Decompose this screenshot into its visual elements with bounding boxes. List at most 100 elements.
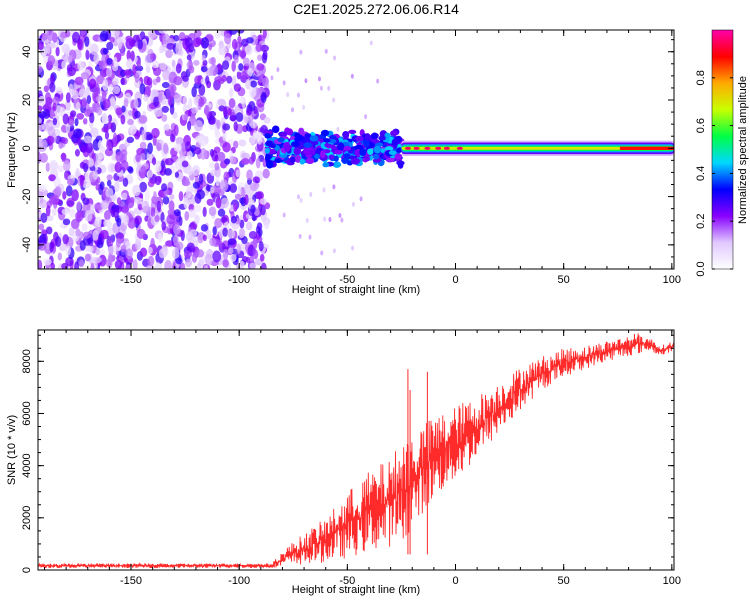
spectrogram-cell — [181, 160, 189, 168]
spectrogram-cell — [364, 155, 370, 162]
spectrogram-cell — [234, 193, 242, 200]
spectrogram-cell — [114, 259, 123, 269]
spectrogram-cell — [132, 184, 141, 197]
spectrogram-cell — [146, 169, 154, 178]
spectrogram-cell — [186, 150, 193, 160]
spectrogram-cell — [245, 108, 252, 116]
spectrogram-cell — [198, 97, 205, 108]
spectrogram-cell — [456, 146, 463, 150]
spectrogram-cell — [134, 215, 142, 225]
spectrogram-cell — [185, 141, 192, 152]
spectrogram-cells — [38, 30, 674, 269]
spectrogram-cell — [337, 137, 344, 142]
spectrogram-cell — [311, 140, 319, 146]
spectrogram-cell — [143, 94, 149, 102]
spectrogram-cell — [220, 197, 230, 209]
spectrogram-cell — [259, 253, 265, 262]
x-tick-label: -50 — [339, 575, 355, 587]
spectrogram-cell — [174, 158, 183, 171]
spectrogram-cell — [252, 238, 258, 249]
spectrogram-cell — [173, 224, 181, 235]
spectrogram-cell — [373, 145, 382, 154]
spectrogram-cell — [136, 228, 146, 239]
spectrogram-cell — [68, 227, 75, 237]
spectrogram-cell — [332, 97, 336, 103]
spectrogram-cell — [197, 236, 204, 244]
spectrogram-cell — [68, 54, 73, 63]
spectrogram-cell — [193, 204, 202, 213]
spectrogram-cell — [151, 127, 160, 139]
spectrogram-cell — [46, 42, 51, 55]
spectrogram-cell — [247, 67, 253, 77]
spectrogram-cell — [239, 96, 245, 105]
spectrogram-cell — [188, 42, 194, 53]
spectrogram-cell — [102, 98, 111, 109]
spectrogram-cell — [146, 151, 153, 163]
spectrogram-cell — [186, 242, 195, 253]
spectrogram-cell — [262, 30, 267, 39]
spectrogram-cell — [233, 140, 239, 149]
spectrogram-cell — [135, 153, 141, 163]
spectrogram-cell — [186, 54, 192, 61]
spectrogram-cell — [127, 166, 134, 174]
x-tick-label: 100 — [663, 575, 681, 587]
spectrogram-cell — [113, 56, 118, 68]
spectrogram-cell — [102, 90, 107, 101]
spectrogram-cell — [61, 43, 70, 54]
colorbar: 0.0 0.2 0.4 0.6 0.8 Normalized spectral ampl… — [695, 29, 749, 277]
x-tick-label: 50 — [558, 274, 570, 286]
spectrogram-cell — [188, 65, 195, 74]
spectrogram-cell — [222, 258, 229, 268]
spectrogram-cell — [78, 88, 87, 99]
spectrogram-cell — [94, 216, 102, 228]
y-tick-label: 0 — [21, 145, 33, 151]
spectrogram-cell — [134, 65, 144, 72]
spectrogram-cell — [181, 179, 191, 187]
spectrogram-cell — [122, 214, 129, 226]
spectrogram-frame — [37, 29, 675, 270]
spectrogram-cell — [150, 237, 155, 250]
spectrogram-cell — [123, 98, 129, 108]
spectrogram-cell — [128, 125, 137, 135]
spectrogram-cell — [183, 250, 193, 258]
spectrogram-cell — [385, 157, 395, 163]
spectrogram-cell — [216, 119, 221, 130]
spectrogram-cell — [52, 117, 58, 126]
spectrogram-cell — [112, 77, 119, 86]
spectrogram-cell — [169, 133, 175, 143]
spectrogram-cell — [110, 96, 116, 107]
spectrogram-cell — [81, 97, 87, 109]
spectrogram-cell — [84, 209, 93, 222]
spectrogram-cell — [212, 183, 222, 195]
colorbar-label: Normalized spectral amplitude — [737, 76, 749, 224]
spectrogram-cell — [158, 30, 168, 34]
spectrogram-cell — [93, 53, 100, 65]
colorbar-tick-label: 0.2 — [695, 214, 707, 229]
spectrogram-cell — [223, 106, 228, 118]
spectrogram-cell — [248, 85, 257, 98]
spectrogram-cell — [92, 229, 99, 241]
spectrogram-cell — [126, 58, 133, 69]
spectrogram-cell — [77, 136, 82, 146]
spectrogram-cell — [54, 186, 62, 198]
spectrogram-cell — [106, 174, 113, 181]
spectrogram-ticks: -150 -100 -50 0 50 100 -40 -20 0 20 40 — [21, 30, 681, 286]
spectrogram-cell — [92, 103, 97, 112]
spectrogram-cell — [173, 93, 183, 104]
spectrogram-cell — [191, 107, 199, 114]
spectrogram-cell — [46, 214, 54, 222]
spectrogram-cell — [38, 223, 45, 231]
spectrogram-cell — [198, 173, 204, 185]
spectrogram-cell — [258, 241, 264, 252]
spectrogram-cell — [38, 65, 43, 74]
spectrogram-cell — [196, 262, 202, 269]
spectrogram-cell — [171, 59, 176, 68]
spectrogram-cell — [236, 30, 245, 34]
spectrogram-cell — [238, 139, 247, 147]
spectrogram-cell — [133, 98, 139, 110]
spectrogram-cell — [51, 208, 57, 216]
spectrogram-cell — [159, 62, 167, 71]
spectrogram-cell — [221, 60, 230, 70]
spectrogram-cell — [130, 50, 135, 62]
spectrogram-cell — [134, 110, 141, 119]
